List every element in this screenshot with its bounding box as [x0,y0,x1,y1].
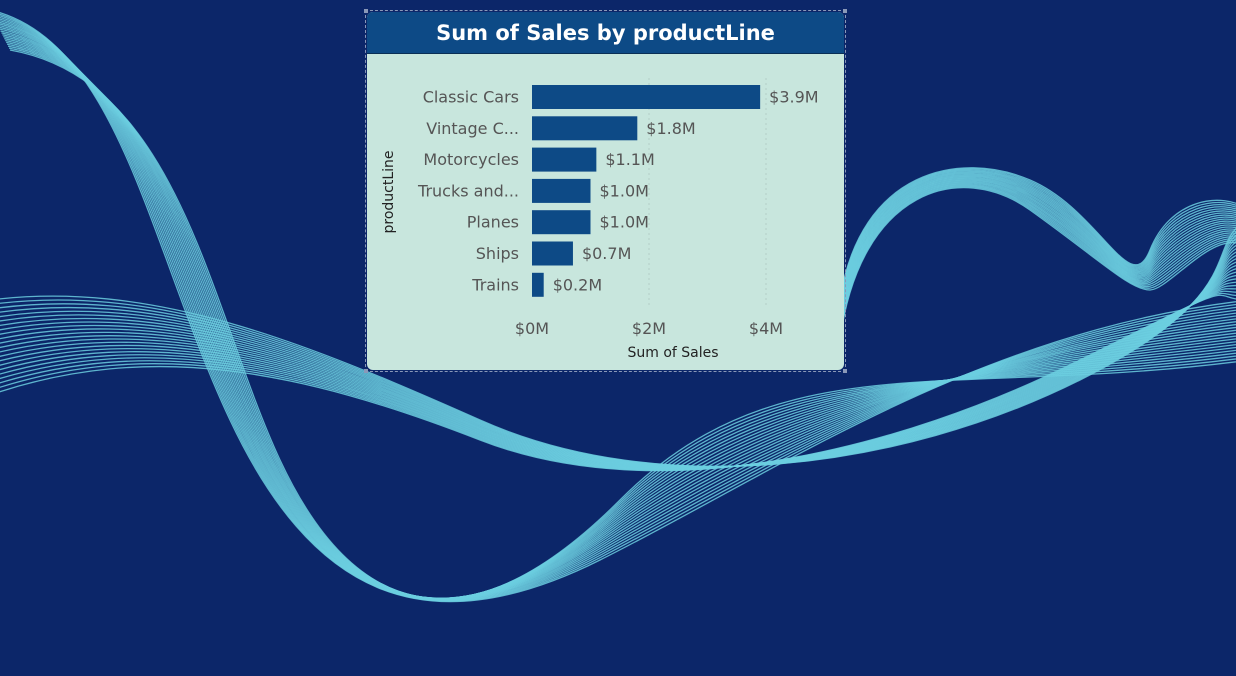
y-axis-title: productLine [381,150,397,233]
x-axis-title: Sum of Sales [627,345,718,361]
data-label: $1.1M [605,150,654,169]
bar[interactable] [532,147,597,172]
x-tick-label: $0M [515,319,549,338]
data-label: $0.7M [582,244,631,263]
chart-card: $0M $2M $4M Classic Cars $3.9M Vintage C... $1… [367,12,844,370]
resize-handle-top-left[interactable] [364,9,368,13]
data-label: $1.0M [600,213,649,232]
category-label: Planes [467,213,519,232]
category-label: Trucks and... [417,181,519,200]
chart-canvas: $0M $2M $4M Classic Cars $3.9M Vintage C... $1… [381,78,819,361]
resize-handle-bottom-right[interactable] [843,369,847,373]
bar[interactable] [532,116,638,141]
category-label: Vintage C... [426,119,519,138]
category-label: Ships [476,244,519,263]
category-label: Motorcycles [423,150,519,169]
bar[interactable] [532,241,573,266]
wave-line [839,187,1236,341]
bar[interactable] [532,272,544,297]
resize-handle-top-right[interactable] [843,9,847,13]
data-label: $3.9M [769,88,818,107]
wave-line [9,49,1236,600]
category-label: Classic Cars [423,88,519,107]
chart-title: Sum of Sales by productLine [367,12,844,54]
data-label: $1.8M [646,119,695,138]
wave-line [0,294,1236,472]
data-label: $1.0M [600,181,649,200]
category-label: Trains [471,275,519,294]
bar[interactable] [532,210,591,235]
bar-chart-visual[interactable]: $0M $2M $4M Classic Cars $3.9M Vintage C... $1… [364,9,847,373]
x-tick-label: $2M [632,319,666,338]
data-label: $0.2M [553,275,602,294]
x-tick-label: $4M [749,319,783,338]
resize-handle-bottom-left[interactable] [364,369,368,373]
bar[interactable] [532,178,591,203]
bar[interactable] [532,85,761,109]
